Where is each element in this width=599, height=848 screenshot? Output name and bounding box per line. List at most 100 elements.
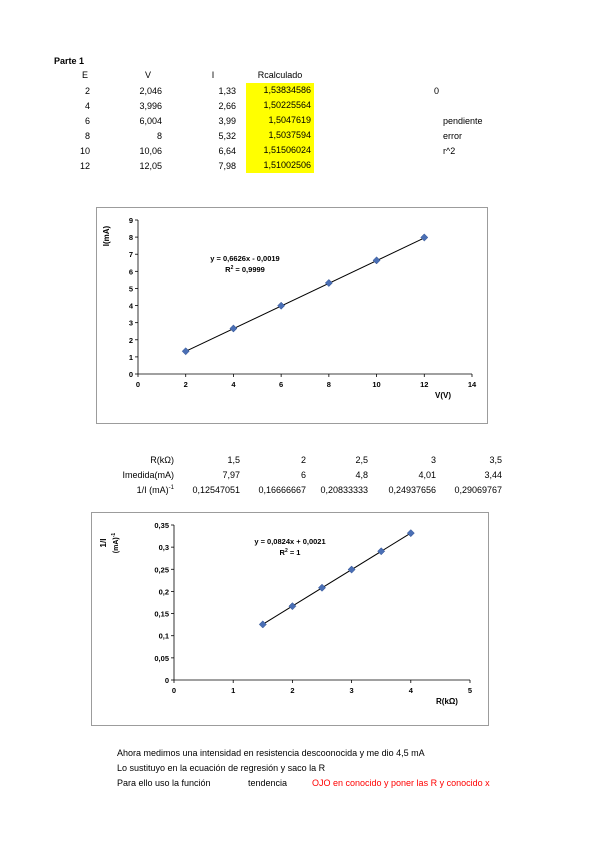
table1-header-e: E (81, 70, 88, 80)
trendline (185, 237, 425, 352)
y-tick-label: 0,1 (159, 632, 169, 641)
data-point (420, 233, 429, 242)
x-tick-label: 3 (350, 686, 354, 695)
table2-cell: 4,8 (355, 470, 368, 480)
r-squared-label: R2 = 1 (280, 548, 301, 557)
table1-cell-e: 10 (79, 146, 90, 156)
x-tick-label: 5 (468, 686, 472, 695)
y-tick-label: 8 (129, 233, 133, 242)
table2-cell: 2,5 (355, 455, 368, 465)
table1-cell-v: 3,996 (139, 101, 162, 111)
table2-row-label-r: R(kΩ) (150, 455, 174, 465)
y-tick-label: 0,25 (154, 565, 169, 574)
table2-cell: 0,16666667 (258, 485, 306, 495)
y-axis-label: I(mA) (102, 225, 111, 246)
table1-cell-v: 10,06 (139, 146, 162, 156)
table2-cell: 0,29069767 (454, 485, 502, 495)
note-line-2: Lo sustituyo en la ecuación de regresión… (117, 763, 326, 773)
table1-cell-e: 8 (84, 131, 90, 141)
chart-2-svg: 0 0,05 0,1 0,15 0,2 0,25 0,3 0,35 0 1 2 3 4 5 R(kΩ) 1/I… (99, 521, 472, 706)
table2-cell: 0,24937656 (388, 485, 436, 495)
x-tick-label: 4 (231, 380, 236, 389)
table1-cell-e: 4 (84, 101, 90, 111)
y-tick-label: 0,35 (154, 521, 169, 530)
data-point (318, 583, 326, 592)
x-tick-label: 0 (172, 686, 176, 695)
data-point (229, 324, 238, 333)
data-point (377, 547, 386, 556)
table1-cell-i: 1,33 (218, 86, 236, 96)
data-point (347, 565, 356, 574)
x-axis-label: V(V) (435, 391, 451, 400)
data-point (258, 620, 267, 629)
table1-cell-rcalc: 1,5047619 (246, 113, 314, 128)
table2-cell: 3,5 (489, 455, 502, 465)
r-squared-sup: 2 (231, 265, 234, 271)
note-line-1: Ahora medimos una intensidad en resisten… (117, 748, 425, 758)
table1-cell-rcalc: 1,53834586 (246, 83, 314, 98)
table1-cell-v: 6,004 (139, 116, 162, 126)
table1-cell-i: 7,98 (218, 161, 236, 171)
y-tick-label: 2 (129, 336, 133, 345)
x-tick-label: 14 (468, 380, 477, 389)
table2-row-label-inv-sup: -1 (168, 485, 174, 491)
y-tick-label: 0,15 (154, 610, 169, 619)
table1-cell-i: 3,99 (218, 116, 236, 126)
section-title: Parte 1 (54, 56, 85, 66)
data-point (181, 347, 190, 356)
table1-cell-i: 6,64 (218, 146, 236, 156)
table1-header-rcalc: Rcalculado (257, 70, 303, 80)
x-tick-label: 2 (184, 380, 188, 389)
side-label-pendiente: pendiente (443, 116, 483, 126)
x-tick-label: 1 (231, 686, 235, 695)
table1-cell-rcalc: 1,51002506 (246, 158, 314, 173)
x-tick-label: 6 (279, 380, 283, 389)
table2-cell: 7,97 (222, 470, 240, 480)
table1-cell-e: 6 (84, 116, 90, 126)
side-label-error: error (443, 131, 463, 141)
y-axis-label-unit-sup: -1 (111, 533, 117, 538)
side-label-r2: r^2 (443, 146, 456, 156)
data-point (277, 301, 286, 310)
r-squared-sup: 2 (285, 548, 288, 554)
table2-cell: 2 (300, 455, 306, 465)
table1-cell-rcalc: 1,51506024 (246, 143, 314, 158)
x-axis-label: R(kΩ) (436, 697, 458, 706)
y-tick-label: 6 (129, 267, 133, 276)
x-tick-label: 2 (290, 686, 294, 695)
table2-row-label-inv: 1/I (mA)-1 (100, 485, 174, 495)
data-point (406, 529, 415, 538)
table1-cell-v: 8 (156, 131, 162, 141)
table2-cell: 3,44 (484, 470, 502, 480)
trendline-equation: y = 0,6626x - 0,0019 (210, 254, 279, 263)
table2-cell: 1,5 (227, 455, 240, 465)
x-tick-label: 0 (136, 380, 140, 389)
y-tick-label: 0 (129, 370, 133, 379)
table1-cell-e: 12 (79, 161, 90, 171)
note-line-3b: tendencia (248, 778, 288, 788)
table1-cell-i: 5,32 (218, 131, 236, 141)
x-tick-label: 12 (420, 380, 428, 389)
y-tick-label: 0,05 (154, 654, 169, 663)
y-tick-label: 5 (129, 284, 133, 293)
table2-cell: 3 (430, 455, 436, 465)
data-point (372, 256, 381, 265)
y-tick-label: 0,2 (159, 587, 169, 596)
x-tick-label: 8 (327, 380, 331, 389)
trendline (262, 532, 412, 625)
trendline-equation: y = 0,0824x + 0,0021 (254, 537, 325, 546)
table2-cell: 0,20833333 (320, 485, 368, 495)
note-line-3a: Para ello uso la función (117, 778, 211, 788)
table1-header-i: I (211, 70, 215, 80)
r-squared-value: = 1 (288, 548, 301, 557)
note-line-3c: OJO en conocido y poner las R y conocido… (312, 778, 490, 788)
table1-cell-i: 2,66 (218, 101, 236, 111)
table1-cell-rcalc: 1,50225564 (246, 98, 314, 113)
r-squared-value: = 0,9999 (233, 265, 265, 274)
y-tick-label: 1 (129, 353, 133, 362)
chart-2: 0 0,05 0,1 0,15 0,2 0,25 0,3 0,35 0 1 2 3 4 5 R(kΩ) 1/I… (91, 512, 489, 726)
table2-cell: 6 (300, 470, 306, 480)
y-tick-label: 0 (165, 676, 169, 685)
table1-cell-e: 2 (84, 86, 90, 96)
